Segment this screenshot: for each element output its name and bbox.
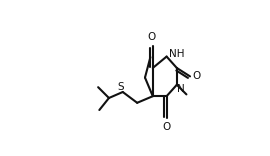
- Text: O: O: [193, 71, 201, 81]
- Text: O: O: [163, 122, 171, 132]
- Text: N: N: [177, 84, 185, 94]
- Text: O: O: [147, 32, 156, 42]
- Text: NH: NH: [169, 49, 184, 58]
- Text: S: S: [118, 82, 124, 92]
